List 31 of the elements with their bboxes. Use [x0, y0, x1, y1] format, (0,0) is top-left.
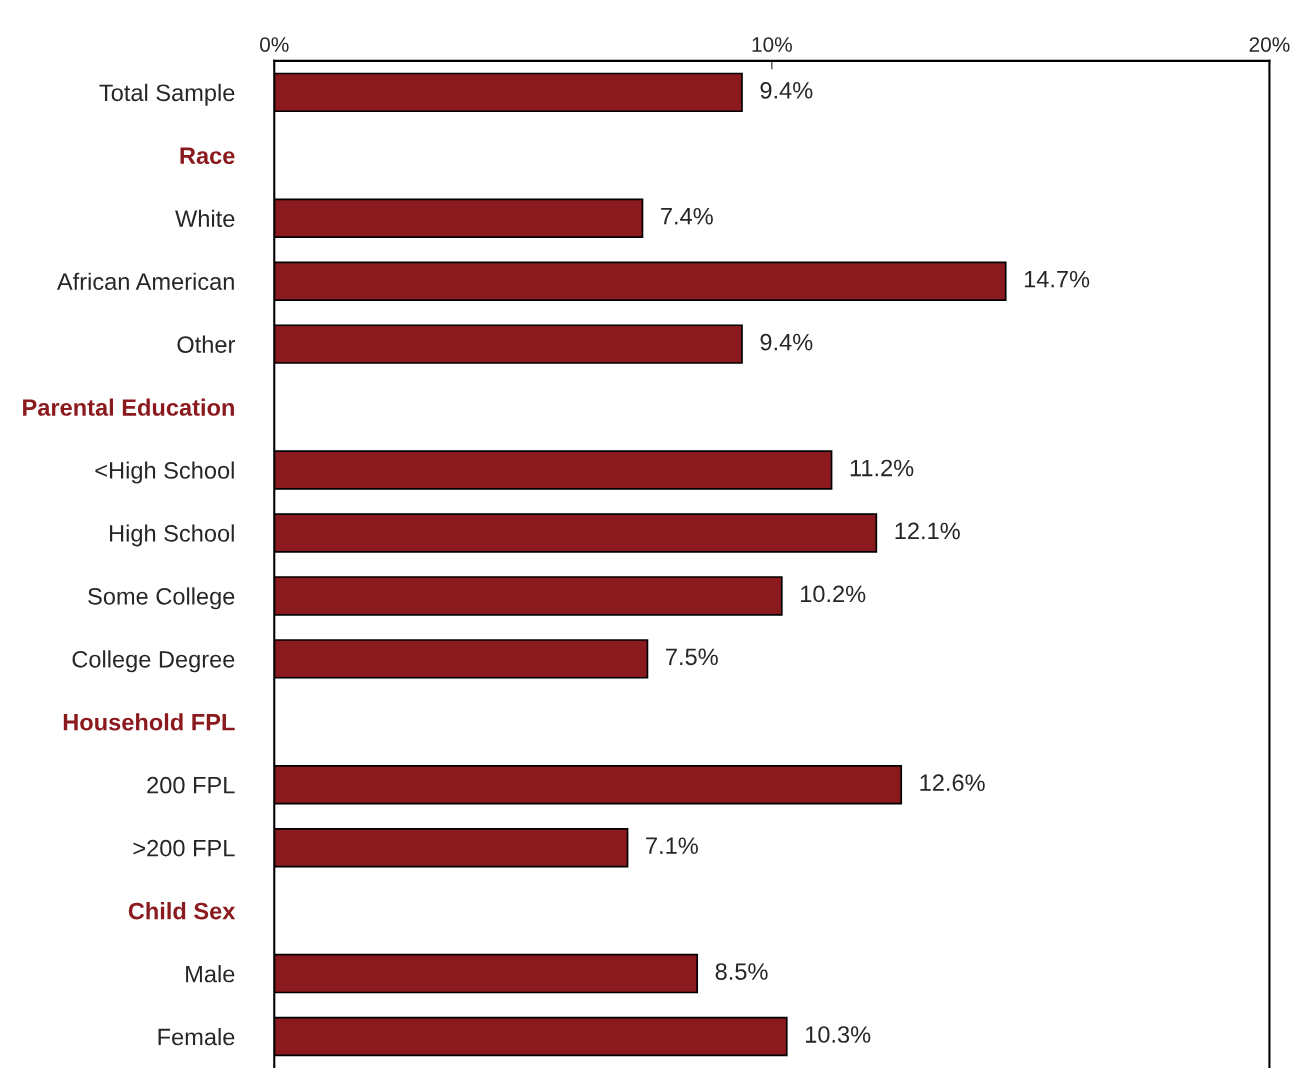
y-tick-label: African American [56, 272, 234, 290]
y-tick-label: <High School [95, 461, 234, 484]
y-tick-label: Household FPL [63, 713, 235, 731]
y-tick-label: Parental Education [23, 398, 234, 416]
y-tick-label: Female [158, 1027, 235, 1046]
data-label: 7.5% [666, 648, 718, 666]
data-label: 11.2% [850, 459, 914, 477]
x-tick-label: 10% [752, 37, 792, 52]
data-label: 14.7% [1024, 270, 1090, 288]
data-label: 9.4% [760, 333, 813, 351]
data-label: 9.4% [760, 81, 813, 99]
x-tick-label: 20% [1249, 37, 1290, 52]
data-label: 8.5% [715, 963, 768, 980]
y-tick-label: College Degree [72, 650, 235, 673]
data-label: 12.6% [920, 774, 985, 792]
y-tick-label: Male [186, 965, 235, 983]
data-label: 10.3% [805, 1026, 871, 1043]
y-tick-label: Total Sample [99, 83, 235, 106]
data-label: 7.1% [646, 837, 698, 854]
y-tick-label: Other [177, 335, 235, 353]
y-tick-label: >200 FPL [133, 839, 235, 857]
y-tick-label: Child Sex [128, 902, 236, 920]
x-tick-label: 0% [260, 37, 289, 52]
y-tick-label: 200 FPL [147, 776, 235, 794]
data-label: 12.1% [895, 522, 960, 540]
data-label: 7.4% [661, 207, 713, 225]
y-tick-label: High School [110, 524, 234, 547]
data-label: 10.2% [801, 585, 866, 603]
y-tick-label: White [175, 209, 235, 228]
y-tick-label: Race [180, 147, 235, 165]
y-tick-label: Some College [88, 587, 235, 610]
